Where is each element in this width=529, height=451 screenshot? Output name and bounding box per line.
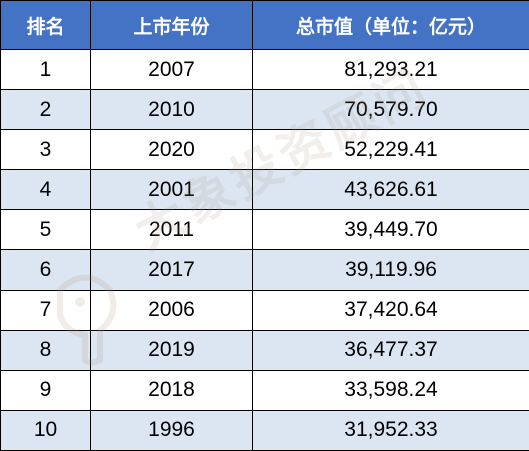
cell-listing-year: 2017	[90, 249, 253, 291]
table-row: 8 2019 36,477.37	[0, 329, 529, 371]
cell-market-cap: 81,293.21	[252, 48, 529, 91]
cell-listing-year: 2001	[90, 169, 253, 211]
cell-rank: 1	[0, 48, 91, 91]
table-row: 7 2006 37,420.64	[0, 289, 529, 331]
cell-rank: 4	[0, 169, 91, 211]
cell-listing-year: 2006	[90, 289, 253, 331]
cell-listing-year: 2020	[90, 129, 253, 171]
table-row: 6 2017 39,119.96	[0, 249, 529, 291]
table-row: 5 2011 39,449.70	[0, 209, 529, 251]
header-rank: 排名	[0, 0, 91, 50]
cell-rank: 7	[0, 289, 91, 331]
cell-rank: 3	[0, 129, 91, 171]
table-row: 9 2018 33,598.24	[0, 369, 529, 411]
cell-listing-year: 1996	[90, 409, 253, 451]
cell-market-cap: 36,477.37	[252, 329, 529, 371]
cell-rank: 10	[0, 409, 91, 451]
cell-listing-year: 2019	[90, 329, 253, 371]
header-listing-year: 上市年份	[90, 0, 253, 50]
cell-rank: 5	[0, 209, 91, 251]
cell-listing-year: 2011	[90, 209, 253, 251]
cell-market-cap: 39,449.70	[252, 209, 529, 251]
cell-rank: 8	[0, 329, 91, 371]
cell-market-cap: 37,420.64	[252, 289, 529, 331]
table-row: 1 2007 81,293.21	[0, 48, 529, 91]
table-row: 10 1996 31,952.33	[0, 409, 529, 451]
cell-listing-year: 2007	[90, 48, 253, 91]
cell-listing-year: 2010	[90, 89, 253, 131]
cell-rank: 2	[0, 89, 91, 131]
cell-market-cap: 33,598.24	[252, 369, 529, 411]
cell-rank: 9	[0, 369, 91, 411]
cell-market-cap: 52,229.41	[252, 129, 529, 171]
cell-market-cap: 31,952.33	[252, 409, 529, 451]
table-row: 3 2020 52,229.41	[0, 129, 529, 171]
table-row: 2 2010 70,579.70	[0, 89, 529, 131]
table-row: 4 2001 43,626.61	[0, 169, 529, 211]
table-header-row: 排名 上市年份 总市值（单位：亿元）	[0, 0, 529, 50]
cell-market-cap: 43,626.61	[252, 169, 529, 211]
cell-listing-year: 2018	[90, 369, 253, 411]
cell-rank: 6	[0, 249, 91, 291]
header-total-market-cap: 总市值（单位：亿元）	[252, 0, 529, 50]
cell-market-cap: 39,119.96	[252, 249, 529, 291]
cell-market-cap: 70,579.70	[252, 89, 529, 131]
